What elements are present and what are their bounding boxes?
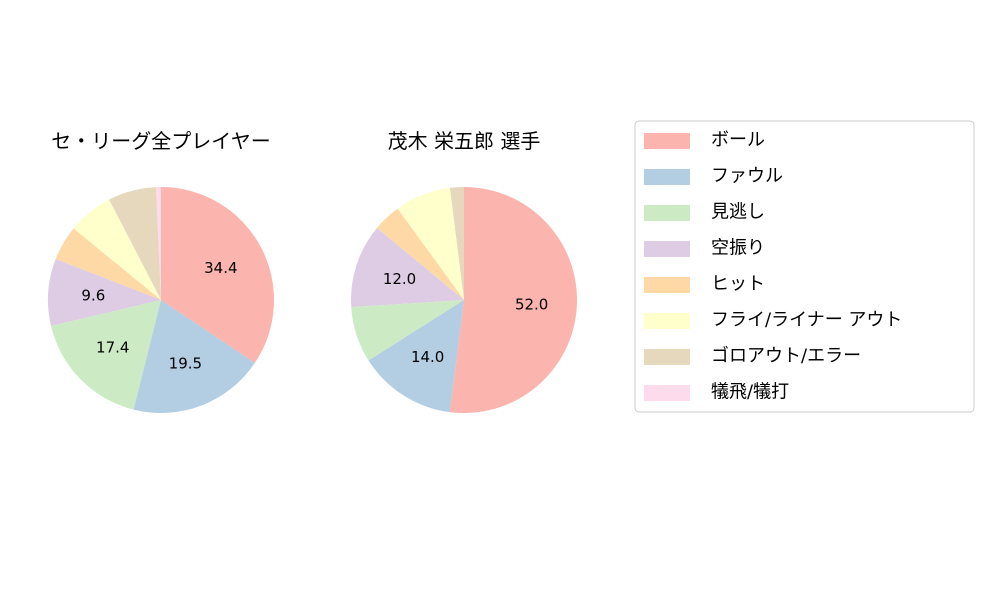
pie-slice-league-3	[48, 259, 161, 327]
slice-label-league-0: 34.4	[204, 259, 237, 277]
pie-slice-league-0	[161, 187, 274, 363]
pie-slice-league-4	[55, 228, 161, 300]
legend-label-2: 見逃し	[711, 202, 765, 223]
pie-slice-player-1	[368, 300, 464, 413]
pie-slice-league-5	[73, 199, 161, 300]
legend-swatch-1	[644, 169, 690, 185]
pie-chart-league: セ・リーグ全プレイヤー 34.4 19.5 17.4 9.6	[48, 129, 274, 413]
pie-slice-league-6	[109, 187, 161, 300]
legend-swatch-7	[644, 385, 690, 401]
pie-slice-player-5	[397, 187, 464, 300]
legend-label-3: 空振り	[711, 238, 765, 259]
pie-chart-player: 茂木 栄五郎 選手 52.0 14.0 12.0	[351, 129, 578, 413]
pie-slice-player-4	[376, 208, 464, 300]
slice-label-player-0: 52.0	[515, 295, 548, 313]
legend-swatch-0	[644, 133, 690, 149]
legend-swatch-4	[644, 277, 690, 293]
legend-swatch-5	[644, 313, 690, 329]
legend-swatch-3	[644, 241, 690, 257]
pie-slice-league-1	[133, 300, 255, 413]
pie-slice-player-2	[351, 300, 464, 361]
legend-label-6: ゴロアウト/エラー	[711, 346, 861, 367]
slice-label-league-2: 17.4	[96, 339, 129, 357]
pie-title-league: セ・リーグ全プレイヤー	[51, 129, 270, 153]
legend-label-4: ヒット	[711, 274, 765, 295]
pie-slice-player-6	[449, 187, 464, 300]
legend-swatch-6	[644, 349, 690, 365]
pie-slice-league-2	[51, 300, 161, 410]
legend-frame	[634, 120, 975, 413]
pie-slice-player-3	[351, 227, 464, 308]
pie-slice-player-0	[449, 187, 578, 413]
legend-label-0: ボール	[711, 130, 765, 151]
legend-swatch-2	[644, 205, 690, 221]
pie-title-player: 茂木 栄五郎 選手	[388, 129, 541, 153]
pie-slice-league-7	[156, 187, 161, 300]
legend-label-1: ファウル	[711, 166, 783, 187]
legend-label-5: フライ/ライナー アウト	[711, 310, 902, 331]
legend-label-7: 犠飛/犠打	[711, 382, 789, 403]
slice-label-player-1: 14.0	[411, 348, 444, 366]
slice-label-player-3: 12.0	[383, 270, 416, 288]
slice-label-league-3: 9.6	[81, 286, 105, 304]
slice-label-league-1: 19.5	[169, 354, 202, 372]
